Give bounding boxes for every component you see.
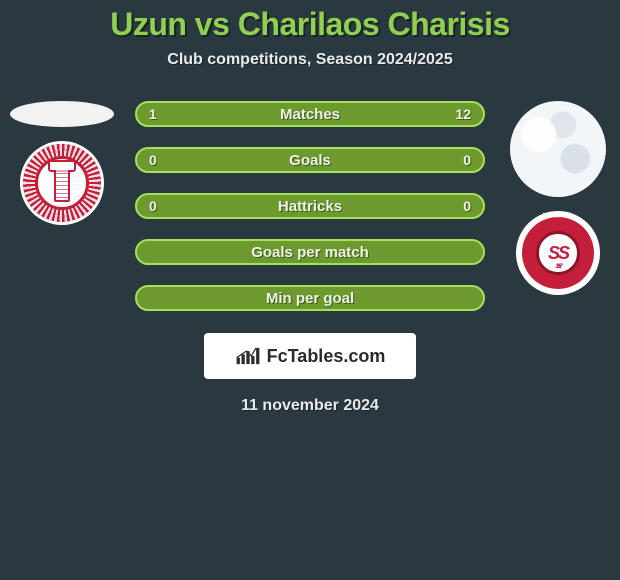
brand-watermark: FcTables.com (204, 333, 416, 379)
right-club-badge: ★ ★ ★ SS 1967 (516, 211, 600, 295)
stat-bar: Matches 1 12 (135, 101, 485, 127)
stat-value-left: 0 (149, 152, 157, 168)
stat-value-right: 0 (463, 152, 471, 168)
stat-label: Goals per match (251, 244, 369, 261)
left-player-avatar (10, 101, 114, 127)
page-subtitle: Club competitions, Season 2024/2025 (0, 51, 620, 69)
badge-year: 1967 (539, 264, 576, 270)
left-club-badge (20, 141, 104, 225)
stat-label: Hattricks (278, 198, 342, 215)
stat-label: Goals (289, 152, 331, 169)
stat-bar: Hattricks 0 0 (135, 193, 485, 219)
badge-inner: SS 1967 (536, 231, 579, 274)
footer-date: 11 november 2024 (0, 397, 620, 415)
stat-bar: Min per goal (135, 285, 485, 311)
stat-bar: Goals per match (135, 239, 485, 265)
page-title: Uzun vs Charilaos Charisis (0, 6, 620, 43)
badge-letters: SS (548, 243, 568, 264)
stat-value-right: 12 (455, 106, 471, 122)
bar-chart-icon (235, 346, 261, 366)
comparison-card: Uzun vs Charilaos Charisis Club competit… (0, 0, 620, 580)
left-player-column (7, 99, 117, 225)
badge-stars-icon: ★ ★ ★ (522, 211, 594, 220)
stat-bars: Matches 1 12 Goals 0 0 Hattricks 0 0 Goals per ma… (135, 99, 485, 311)
stat-label: Min per goal (266, 290, 354, 307)
right-player-column: ★ ★ ★ SS 1967 (503, 99, 613, 295)
brand-text: FcTables.com (267, 346, 386, 367)
badge-shield: ★ ★ ★ SS 1967 (522, 217, 594, 289)
stat-value-left: 0 (149, 198, 157, 214)
stat-value-left: 1 (149, 106, 157, 122)
badge-tower-icon (54, 164, 70, 202)
stat-value-right: 0 (463, 198, 471, 214)
stat-label: Matches (280, 106, 340, 123)
comparison-row: Matches 1 12 Goals 0 0 Hattricks 0 0 Goals per ma… (0, 99, 620, 311)
right-player-avatar (510, 101, 606, 197)
stat-bar: Goals 0 0 (135, 147, 485, 173)
